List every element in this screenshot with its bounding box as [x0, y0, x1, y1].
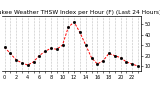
Title: Milwaukee Weather THSW Index per Hour (F) (Last 24 Hours): Milwaukee Weather THSW Index per Hour (F… — [0, 10, 160, 15]
